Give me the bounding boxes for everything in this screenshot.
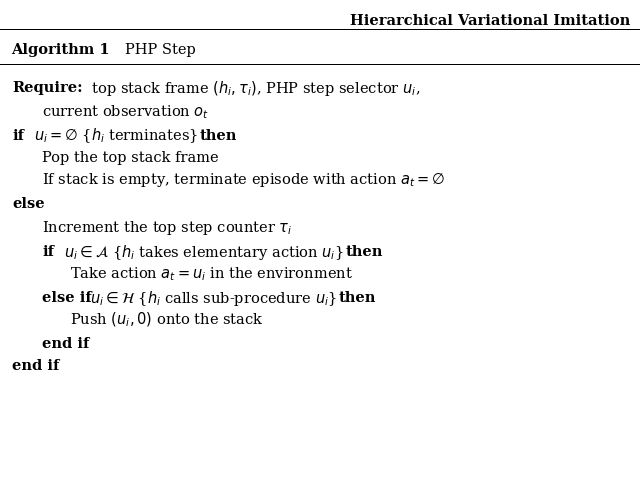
Text: current observation $o_t$: current observation $o_t$ <box>42 103 209 121</box>
Text: end if: end if <box>12 359 60 373</box>
Text: then: then <box>200 129 237 143</box>
Text: then: then <box>346 245 383 259</box>
Text: $u_i \in \mathcal{A}$ {$h_i$ takes elementary action $u_i$}: $u_i \in \mathcal{A}$ {$h_i$ takes eleme… <box>64 243 346 261</box>
Text: $u_i = \varnothing$ {$h_i$ terminates}: $u_i = \varnothing$ {$h_i$ terminates} <box>34 127 200 146</box>
Text: PHP Step: PHP Step <box>125 43 196 57</box>
Text: Pop the top stack frame: Pop the top stack frame <box>42 151 219 165</box>
Text: top stack frame $(h_i, \tau_i)$, PHP step selector $u_i$,: top stack frame $(h_i, \tau_i)$, PHP ste… <box>87 79 420 98</box>
Text: if: if <box>12 129 24 143</box>
Text: Hierarchical Variational Imitation: Hierarchical Variational Imitation <box>350 14 630 28</box>
Text: $u_i \in \mathcal{H}$ {$h_i$ calls sub-procedure $u_i$}: $u_i \in \mathcal{H}$ {$h_i$ calls sub-p… <box>90 289 339 307</box>
Text: Push $(u_i, 0)$ onto the stack: Push $(u_i, 0)$ onto the stack <box>70 311 264 329</box>
Text: If stack is empty, terminate episode with action $a_t = \varnothing$: If stack is empty, terminate episode wit… <box>42 171 445 189</box>
Text: Require:: Require: <box>12 81 83 95</box>
Text: end if: end if <box>42 337 90 351</box>
Text: Take action $a_t = u_i$ in the environment: Take action $a_t = u_i$ in the environme… <box>70 265 353 283</box>
Text: else if: else if <box>42 291 92 305</box>
Text: Algorithm 1: Algorithm 1 <box>12 43 110 57</box>
Text: else: else <box>12 197 45 211</box>
Text: Increment the top step counter $\tau_i$: Increment the top step counter $\tau_i$ <box>42 219 292 237</box>
Text: then: then <box>339 291 376 305</box>
Text: if: if <box>42 245 54 259</box>
